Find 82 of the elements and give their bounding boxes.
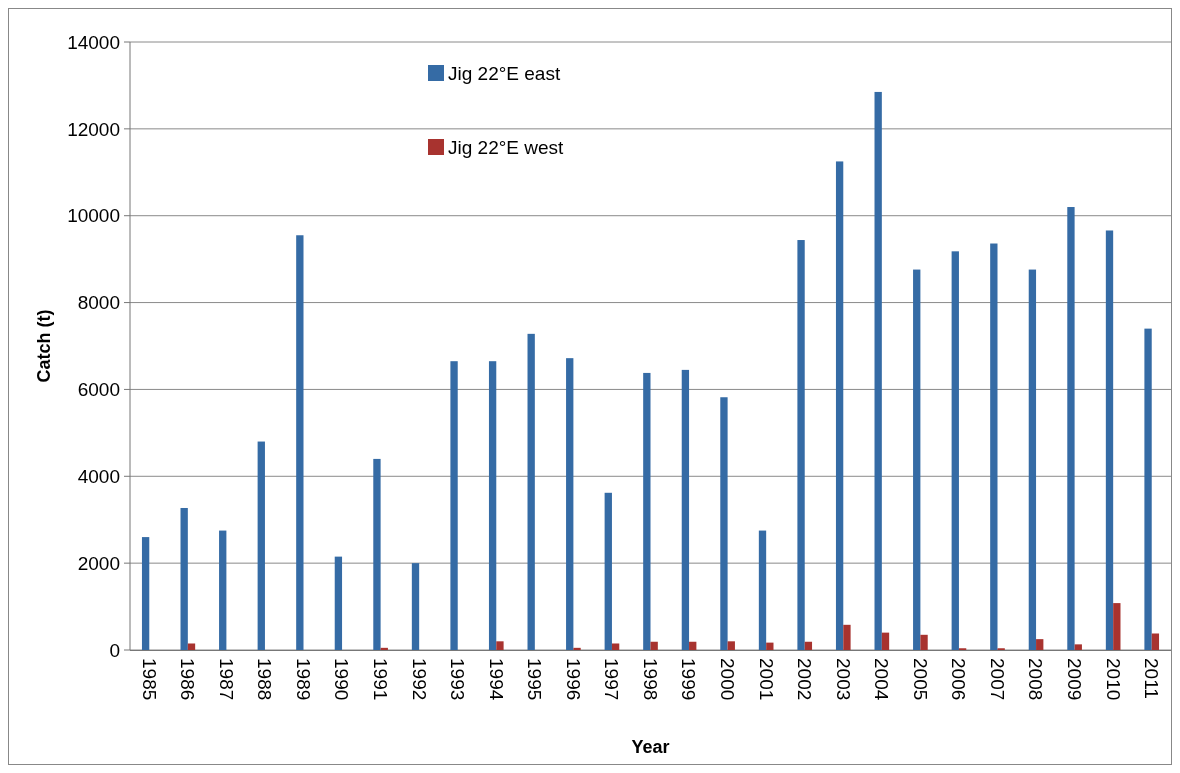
bar [766, 642, 774, 650]
bar [1036, 639, 1044, 650]
bar [450, 361, 458, 650]
bar [1105, 230, 1114, 650]
bar [874, 91, 882, 650]
y-tick-label: 12000 [67, 118, 120, 140]
x-axis-title: Year [631, 737, 670, 757]
x-tick-label: 1997 [601, 658, 623, 701]
bar [835, 161, 844, 650]
x-tick-label: 2007 [986, 658, 1008, 701]
y-tick-label: 10000 [67, 205, 120, 227]
y-tick-label: 4000 [77, 465, 120, 487]
bar [373, 458, 381, 650]
x-tick-label: 1989 [292, 658, 314, 701]
bar [990, 243, 998, 650]
bar [681, 369, 690, 650]
bar [689, 641, 697, 650]
bar [141, 537, 150, 650]
bar [296, 235, 304, 650]
x-tick-label: 1991 [369, 658, 391, 701]
x-tick-label: 2000 [716, 658, 738, 701]
bar [720, 397, 728, 650]
bar [843, 624, 851, 650]
legend-label: Jig 22°E east [448, 62, 561, 84]
bar [411, 563, 420, 650]
bar [611, 643, 620, 650]
x-tick-label: 1990 [331, 658, 353, 701]
bar [1151, 633, 1160, 650]
bar [187, 643, 196, 650]
x-tick-label: 2010 [1102, 658, 1124, 701]
bar [1067, 207, 1075, 650]
bar [951, 251, 959, 650]
x-tick-label: 1987 [215, 658, 237, 701]
bar [573, 647, 581, 650]
x-tick-label: 1998 [639, 658, 661, 701]
y-tick-label: 14000 [67, 31, 120, 53]
y-tick-label: 0 [109, 639, 120, 661]
x-tick-label: 1996 [562, 658, 584, 701]
bar [650, 641, 658, 650]
bar [180, 507, 188, 650]
bar [219, 530, 227, 650]
bar [496, 641, 504, 650]
bar [527, 333, 535, 650]
bar [566, 358, 574, 650]
x-tick-label: 1986 [177, 658, 199, 701]
bar [257, 441, 265, 650]
bar [604, 492, 612, 650]
x-tick-label: 1999 [678, 658, 700, 701]
bar [797, 240, 805, 650]
x-tick-label: 2005 [909, 658, 931, 701]
bar [727, 641, 735, 650]
bar [1028, 269, 1037, 650]
x-tick-label: 1993 [447, 658, 469, 701]
x-tick-label: 2009 [1063, 658, 1085, 701]
bar [881, 632, 890, 650]
x-tick-label: 2011 [1141, 658, 1163, 699]
x-tick-label: 1988 [254, 658, 276, 701]
bar [913, 269, 921, 650]
bar [1144, 328, 1152, 650]
x-tick-label: 1995 [524, 658, 546, 701]
bar [643, 372, 651, 650]
bar [1074, 644, 1082, 650]
bar [1113, 603, 1121, 650]
x-tick-label: 2003 [832, 658, 854, 701]
legend-label: Jig 22°E west [448, 136, 565, 158]
x-tick-label: 2004 [871, 658, 893, 701]
bar [488, 361, 497, 650]
x-tick-label: 1994 [485, 658, 507, 701]
y-tick-label: 8000 [77, 292, 120, 314]
y-tick-label: 6000 [77, 379, 120, 401]
x-tick-label: 2006 [948, 658, 970, 701]
bar [804, 641, 813, 650]
x-tick-label: 2008 [1025, 658, 1047, 701]
x-tick-label: 2002 [794, 658, 816, 701]
bar [920, 634, 928, 650]
y-tick-label: 2000 [77, 552, 120, 574]
x-tick-label: 1985 [138, 658, 160, 701]
x-tick-label: 2001 [755, 658, 777, 701]
y-axis-title: Catch (t) [34, 309, 54, 383]
bar [334, 556, 343, 650]
bar [758, 530, 767, 650]
x-tick-label: 1992 [408, 658, 430, 701]
